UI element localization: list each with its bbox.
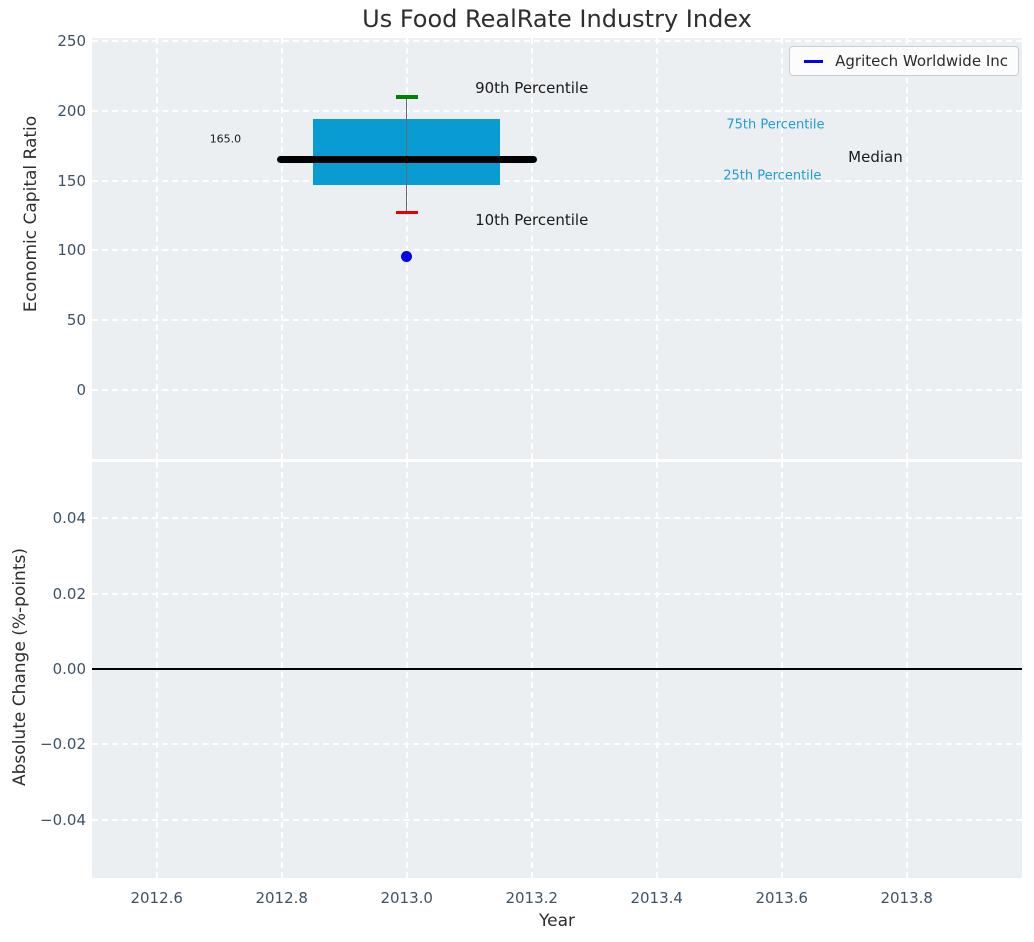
chart-annotation: 10th Percentile [475, 210, 589, 229]
bottom-axes [92, 462, 1022, 878]
y-tick-label: 50 [66, 311, 86, 330]
y-tick-label: 200 [57, 101, 86, 120]
boxplot-median-line [276, 156, 537, 164]
y-gridline [92, 109, 1022, 112]
y-tick-label: 0 [76, 380, 86, 399]
y-gridline [92, 388, 1022, 391]
x-axis-label: Year [539, 911, 575, 931]
boxplot-90th-cap [395, 95, 418, 99]
chart-annotation: 165.0 [209, 132, 242, 146]
x-gridline [530, 462, 533, 878]
y-tick-label: −0.04 [40, 810, 86, 829]
x-gridline [155, 462, 158, 878]
legend-line-swatch [804, 59, 824, 63]
y-tick-label: 0.04 [52, 509, 86, 528]
y-tick-label: 100 [57, 241, 86, 260]
x-gridline [405, 462, 408, 878]
top-y-axis-label: Economic Capital Ratio [21, 115, 41, 313]
x-tick-label: 2013.6 [755, 889, 808, 907]
x-tick-label: 2013.4 [630, 889, 683, 907]
x-gridline [530, 38, 533, 459]
legend-entry-label: Agritech Worldwide Inc [835, 52, 1008, 70]
boxplot-10th-cap [395, 210, 418, 215]
x-gridline [905, 462, 908, 878]
legend: Agritech Worldwide Inc [789, 46, 1019, 76]
y-tick-label: 0.02 [52, 584, 86, 603]
x-gridline [155, 38, 158, 459]
chart-title: Us Food RealRate Industry Index [362, 5, 752, 33]
y-tick-label: 0.00 [52, 659, 86, 678]
top-axes: 90th Percentile 10th Percentile 75th Perce… [92, 38, 1022, 459]
boxplot-whisker [405, 96, 408, 213]
y-tick-label: 250 [57, 31, 86, 50]
x-gridline [780, 38, 783, 459]
y-gridline [92, 517, 1022, 520]
x-gridline [280, 462, 283, 878]
y-tick-label: 150 [57, 171, 86, 190]
company-data-point [401, 251, 413, 263]
x-tick-label: 2013.8 [880, 889, 933, 907]
x-gridline [280, 38, 283, 459]
y-gridline [92, 319, 1022, 322]
chart-annotation: 25th Percentile [723, 168, 822, 184]
x-tick-label: 2013.0 [380, 889, 433, 907]
x-gridline [780, 462, 783, 878]
chart-annotation: 90th Percentile [475, 79, 589, 98]
x-gridline [405, 38, 408, 459]
y-gridline [92, 592, 1022, 595]
y-gridline [92, 743, 1022, 746]
x-tick-label: 2013.2 [505, 889, 558, 907]
y-gridline [92, 818, 1022, 821]
y-gridline [92, 179, 1022, 182]
y-tick-label: −0.02 [40, 735, 86, 754]
chart-annotation: Median [848, 148, 903, 167]
zero-line [92, 667, 1022, 670]
x-gridline [905, 38, 908, 459]
x-gridline [655, 38, 658, 459]
y-gridline [92, 249, 1022, 252]
x-gridline [655, 462, 658, 878]
chart-annotation: 75th Percentile [726, 117, 825, 133]
x-tick-label: 2012.6 [130, 889, 183, 907]
x-tick-label: 2012.8 [255, 889, 308, 907]
y-gridline [92, 39, 1022, 42]
